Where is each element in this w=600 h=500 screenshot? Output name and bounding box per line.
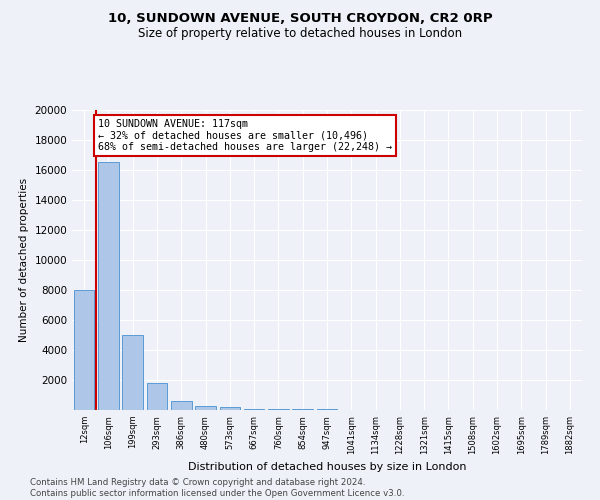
Text: 10, SUNDOWN AVENUE, SOUTH CROYDON, CR2 0RP: 10, SUNDOWN AVENUE, SOUTH CROYDON, CR2 0… bbox=[107, 12, 493, 26]
Text: 10 SUNDOWN AVENUE: 117sqm
← 32% of detached houses are smaller (10,496)
68% of s: 10 SUNDOWN AVENUE: 117sqm ← 32% of detac… bbox=[97, 119, 392, 152]
Bar bbox=[195, 406, 216, 410]
Text: Contains HM Land Registry data © Crown copyright and database right 2024.
Contai: Contains HM Land Registry data © Crown c… bbox=[30, 478, 404, 498]
Text: Size of property relative to detached houses in London: Size of property relative to detached ho… bbox=[138, 28, 462, 40]
Y-axis label: Number of detached properties: Number of detached properties bbox=[19, 178, 29, 342]
Bar bbox=[292, 409, 313, 410]
Bar bbox=[146, 383, 167, 410]
Bar bbox=[74, 290, 94, 410]
Bar bbox=[244, 408, 265, 410]
Bar bbox=[268, 408, 289, 410]
Bar bbox=[171, 401, 191, 410]
Bar bbox=[98, 162, 119, 410]
Bar bbox=[220, 407, 240, 410]
X-axis label: Distribution of detached houses by size in London: Distribution of detached houses by size … bbox=[188, 462, 466, 472]
Bar bbox=[122, 335, 143, 410]
